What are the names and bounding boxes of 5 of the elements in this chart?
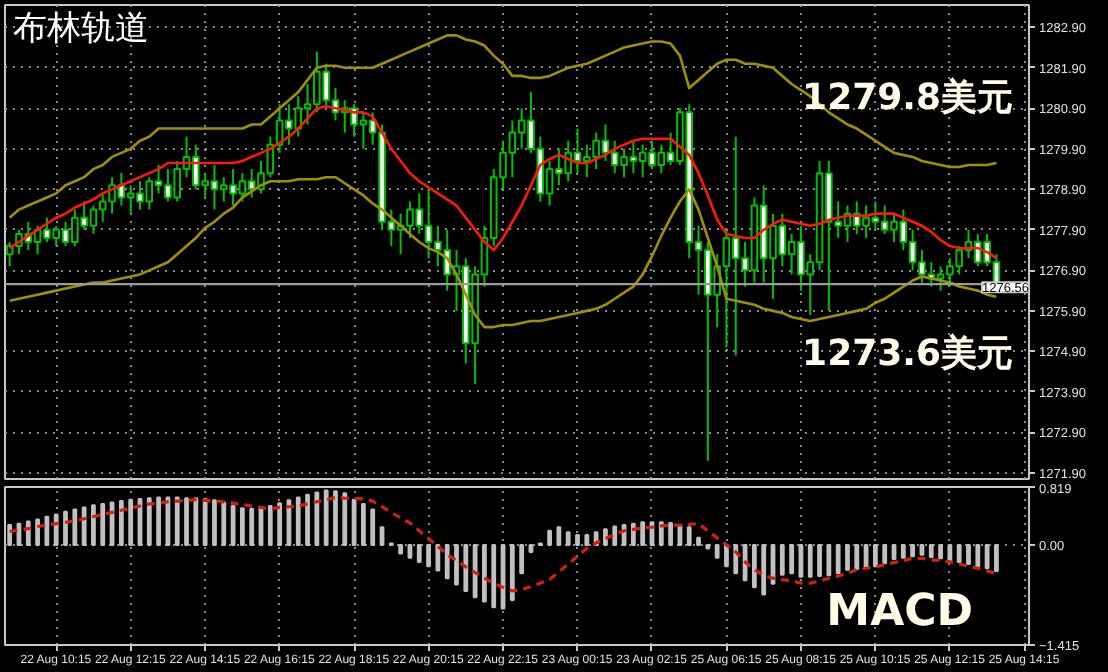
chart-title: 布林轨道 xyxy=(13,9,149,49)
line-series xyxy=(8,495,999,593)
annotation: 1279.8美元 xyxy=(802,77,1014,119)
text: MACD xyxy=(826,587,973,637)
annotation: 1273.6美元 xyxy=(802,333,1014,375)
